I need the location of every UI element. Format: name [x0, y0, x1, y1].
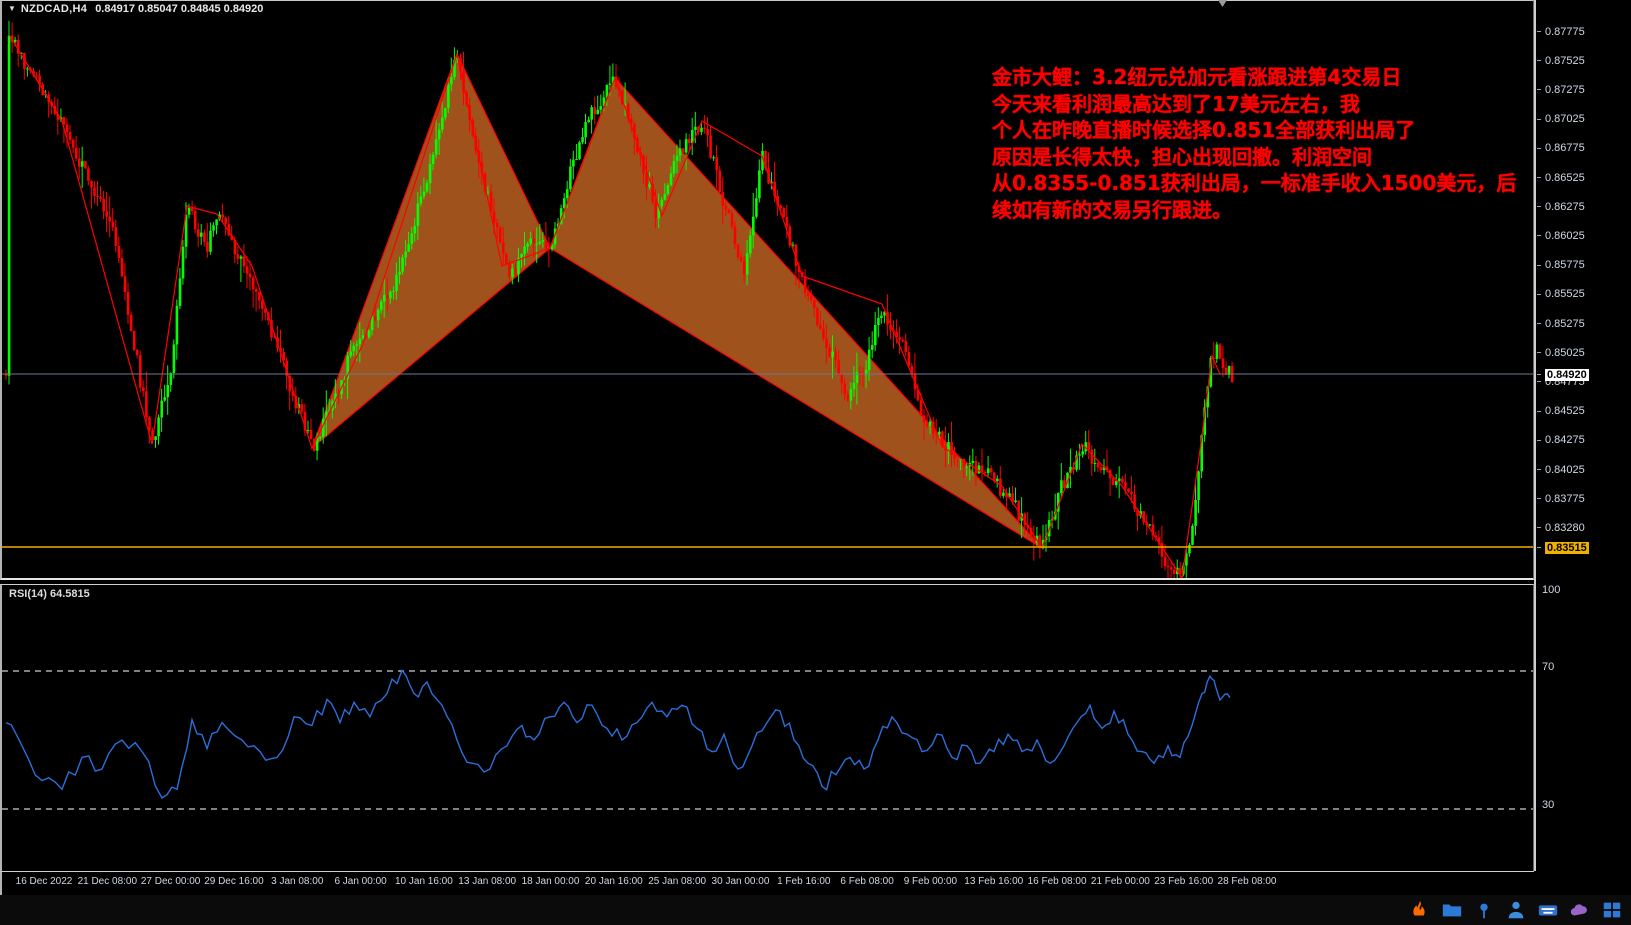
rsi-line-series — [5, 668, 1231, 800]
time-tick-label: 1 Feb 16:00 — [777, 876, 831, 887]
price-tick-label: 0.86775 — [1545, 142, 1585, 155]
price-tick-label: 0.86525 — [1545, 171, 1585, 184]
price-tick: 0.86525 — [1536, 171, 1631, 184]
price-level-label[interactable]: 0.83515 — [1536, 541, 1631, 554]
rsi-tick-label: 30 — [1542, 798, 1555, 811]
candlestick-chart — [2, 20, 1533, 578]
price-tick-label: 0.84275 — [1545, 434, 1585, 447]
price-tick: 0.87025 — [1536, 113, 1631, 126]
annotation-line-6: 续如有新的交易另行跟进。 — [992, 197, 1232, 222]
rsi-tick-label: 100 — [1542, 583, 1561, 596]
price-tick-label: 0.87275 — [1545, 83, 1585, 96]
current-price-label: 0.84920 — [1536, 368, 1631, 381]
annotation-line-5: 从0.8355-0.851获利出局，一标准手收入1500美元，后 — [992, 171, 1517, 195]
price-tick: 0.87775 — [1536, 25, 1631, 38]
price-tick: 0.85025 — [1536, 346, 1631, 359]
pin-icon[interactable] — [1473, 899, 1495, 921]
chevron-down-icon[interactable]: ▼ — [8, 4, 16, 13]
price-tick-label: 0.85525 — [1545, 288, 1585, 301]
symbol-timeframe-label: NZDCAD,H4 — [20, 2, 88, 15]
time-tick-label: 18 Jan 00:00 — [521, 876, 580, 887]
annotation-line-3: 个人在昨晚直播时候选择0.851全部获利出局了 — [992, 118, 1416, 142]
time-tick-label: 13 Feb 16:00 — [964, 876, 1024, 887]
person-icon[interactable] — [1505, 899, 1527, 921]
time-tick-label: 29 Dec 16:00 — [204, 876, 264, 887]
price-tick-label: 0.86025 — [1545, 229, 1585, 242]
time-tick-label: 6 Jan 00:00 — [334, 876, 387, 887]
annotation-line-4: 原因是长得太快，担心出现回撤。利润空间 — [992, 144, 1372, 169]
rsi-tick-label: 70 — [1542, 660, 1555, 673]
price-tick: 0.83775 — [1536, 492, 1631, 505]
price-tick: 0.85775 — [1536, 259, 1631, 272]
price-tick-label: 0.85775 — [1545, 259, 1585, 272]
time-tick-label: 3 Jan 08:00 — [271, 876, 324, 887]
time-tick-label: 6 Feb 08:00 — [840, 876, 894, 887]
price-tick: 0.86025 — [1536, 229, 1631, 242]
rsi-tick: 100 — [1536, 583, 1561, 596]
price-tick-label: 0.85275 — [1545, 317, 1585, 330]
time-tick-label: 13 Jan 08:00 — [458, 876, 517, 887]
folder-icon[interactable] — [1441, 899, 1463, 921]
time-tick-label: 25 Jan 08:00 — [648, 876, 707, 887]
time-tick-label: 23 Feb 16:00 — [1154, 876, 1214, 887]
price-tick: 0.84275 — [1536, 434, 1631, 447]
rsi-tick: 70 — [1536, 660, 1555, 673]
price-tick: 0.85275 — [1536, 317, 1631, 330]
annotation-line-1: 金市大鲤：3.2纽元兑加元看涨跟进第4交易日 — [992, 65, 1402, 89]
crosshair-marker-icon — [1218, 0, 1227, 7]
cloud-icon[interactable] — [1569, 899, 1591, 921]
rsi-indicator-pane[interactable]: RSI(14) 64.5815 — [0, 584, 1534, 871]
price-tick: 0.87525 — [1536, 54, 1631, 67]
price-tick-label: 0.87525 — [1545, 54, 1585, 67]
price-scale-axis[interactable]: 0.87775 0.87525 0.87275 0.87025 0.86775 0.865… — [1534, 0, 1631, 871]
time-tick-label: 20 Jan 16:00 — [584, 876, 643, 887]
time-tick-label: 16 Feb 08:00 — [1027, 876, 1087, 887]
annotation-line-2: 今天来看利润最高达到了17美元左右，我 — [992, 91, 1360, 116]
price-tick-label: 0.86275 — [1545, 200, 1585, 213]
price-tick: 0.85525 — [1536, 288, 1631, 301]
current-price-value: 0.84920 — [1545, 368, 1589, 381]
keyboard-icon[interactable] — [1537, 899, 1559, 921]
price-tick: 0.84025 — [1536, 463, 1631, 476]
chart-text-annotation[interactable]: 金市大鲤：3.2纽元兑加元看涨跟进第4交易日 今天来看利润最高达到了17美元左右，… — [992, 64, 1516, 223]
os-taskbar[interactable] — [0, 895, 1631, 925]
price-chart-pane[interactable] — [0, 16, 1534, 580]
rsi-chart — [2, 668, 1533, 810]
price-tick-label: 0.84025 — [1545, 463, 1585, 476]
price-tick-label: 0.83775 — [1545, 492, 1585, 505]
rsi-tick: 30 — [1536, 798, 1555, 811]
time-tick-label: 21 Feb 00:00 — [1090, 876, 1150, 887]
price-tick: 0.83280 — [1536, 521, 1631, 534]
time-tick-label: 21 Dec 08:00 — [77, 876, 138, 887]
price-tick: 0.87275 — [1536, 83, 1631, 96]
zigzag-fill-shapes — [310, 52, 1043, 549]
price-tick-label: 0.87775 — [1545, 25, 1585, 38]
price-tick-label: 0.84525 — [1545, 405, 1585, 418]
price-tick-label: 0.85025 — [1545, 346, 1585, 359]
price-tick-label: 0.83280 — [1545, 521, 1585, 534]
ohlc-values-label: 0.84917 0.85047 0.84845 0.84920 — [95, 2, 264, 15]
time-tick-label: 27 Dec 00:00 — [140, 876, 201, 887]
price-level-value: 0.83515 — [1545, 541, 1589, 554]
zigzag-line — [9, 35, 1221, 578]
time-tick-label: 9 Feb 00:00 — [903, 876, 958, 887]
apps-icon[interactable] — [1601, 899, 1623, 921]
price-tick-label: 0.87025 — [1545, 113, 1585, 126]
time-tick-label: 30 Jan 00:00 — [711, 876, 770, 887]
time-tick-label: 10 Jan 16:00 — [394, 876, 453, 887]
price-tick: 0.84525 — [1536, 405, 1631, 418]
chart-title-bar: ▼ NZDCAD,H4 0.84917 0.85047 0.84845 0.84… — [0, 0, 1534, 16]
time-tick-label: 28 Feb 08:00 — [1217, 876, 1277, 887]
price-tick: 0.86275 — [1536, 200, 1631, 213]
time-tick-label: 16 Dec 2022 — [15, 876, 73, 887]
price-tick: 0.86775 — [1536, 142, 1631, 155]
time-scale-axis[interactable]: 16 Dec 2022 21 Dec 08:00 27 Dec 00:00 29 De… — [0, 871, 1534, 895]
rsi-label: RSI(14) 64.5815 — [9, 588, 90, 600]
flame-icon[interactable] — [1409, 899, 1431, 921]
